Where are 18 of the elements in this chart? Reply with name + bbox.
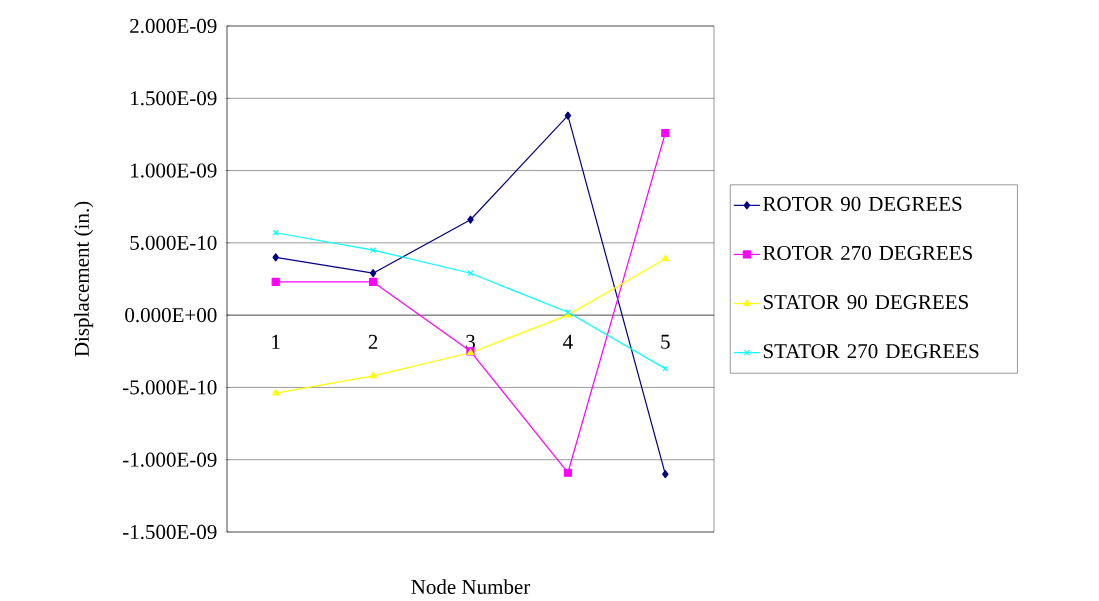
y-tick-label: -5.000E-10 [123, 380, 217, 395]
y-tick-label: 1.500E-09 [131, 91, 217, 106]
y-tick-label: -1.000E-09 [123, 452, 217, 467]
y-axis-title: Displacement (in.) [74, 201, 94, 357]
x-tick-label: 5 [661, 334, 670, 349]
y-tick-label: 1.000E-09 [131, 163, 217, 178]
legend-label: STATOR 270 DEGREES [763, 344, 979, 359]
x-axis-title: Node Number [411, 579, 531, 594]
y-tick-label: 5.000E-10 [130, 235, 217, 250]
x-tick-label: 4 [563, 334, 573, 349]
x-tick-label: 2 [368, 334, 378, 349]
legend-label: ROTOR 90 DEGREES [763, 196, 962, 211]
legend-label: ROTOR 270 DEGREES [763, 245, 972, 261]
y-tick-label: 2.000E-09 [130, 18, 217, 34]
y-tick-label: -1.500E-09 [123, 524, 217, 540]
legend-label: STATOR 90 DEGREES [763, 294, 968, 310]
x-tick-label: 1 [272, 334, 280, 349]
y-tick-label: 0.000E+00 [125, 308, 217, 323]
